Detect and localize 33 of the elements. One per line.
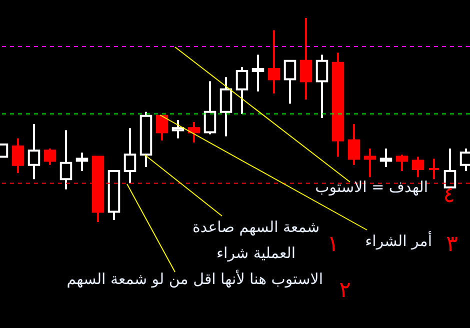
candlestick	[60, 129, 72, 190]
candlestick	[284, 60, 296, 105]
text: العملية شراء	[216, 244, 296, 262]
text: ٢	[339, 278, 351, 303]
text: أمر الشراء	[365, 231, 432, 250]
candlestick	[412, 156, 424, 178]
candlestick	[12, 137, 24, 174]
candlestick	[28, 123, 40, 180]
candlestick	[444, 148, 456, 188]
candlestick	[188, 121, 200, 144]
candlestick	[268, 29, 280, 94]
candlestick	[252, 54, 264, 92]
candlestick	[428, 158, 440, 180]
candlestick	[76, 152, 88, 172]
candlestick	[348, 123, 360, 166]
candlestick	[300, 17, 312, 101]
candlestick	[380, 148, 392, 168]
text: ٣	[446, 232, 458, 257]
annotation: ٤	[443, 183, 455, 208]
candlestick	[220, 76, 232, 138]
annotation: شمعة السهم صاعدة	[192, 218, 320, 236]
text: الاستوب هنا لأنها اقل من لو شمعة السهم	[66, 269, 323, 288]
candlestick	[396, 154, 408, 172]
candlestick	[124, 127, 136, 184]
candlestick	[204, 80, 216, 136]
annotation: الهدف = الاستوب	[315, 178, 428, 196]
text: ١	[327, 232, 339, 257]
candlestick	[364, 148, 376, 178]
candlestick	[236, 66, 248, 115]
candlestick	[316, 54, 328, 119]
candlestick	[44, 148, 56, 166]
candlestick	[156, 114, 168, 142]
candlestick	[172, 119, 184, 140]
